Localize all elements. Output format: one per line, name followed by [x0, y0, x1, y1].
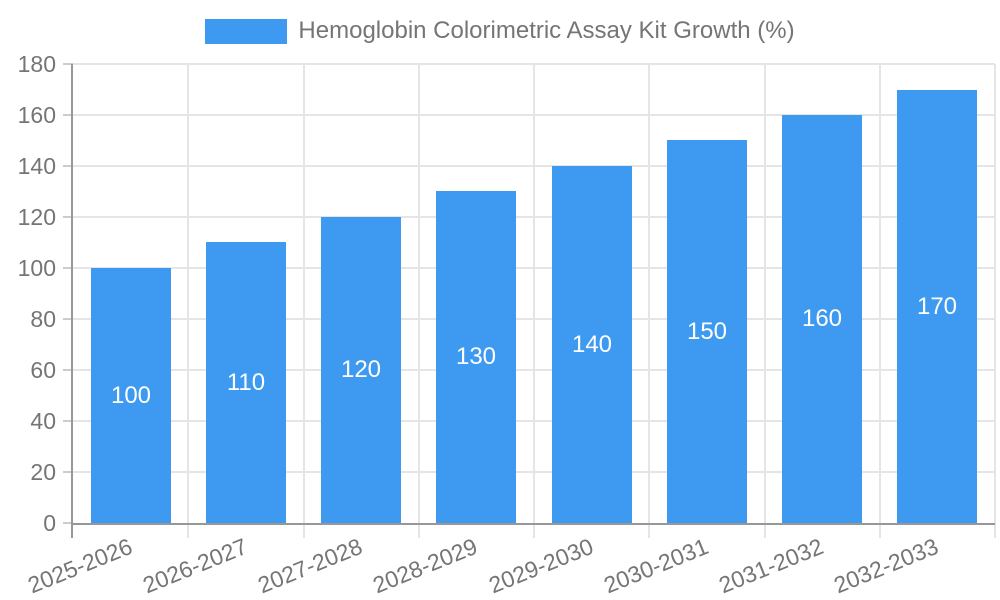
x-gridline [648, 64, 650, 523]
y-axis-tick-label: 60 [30, 357, 56, 383]
x-gridline [533, 64, 535, 523]
y-axis-tick-label: 0 [43, 510, 56, 536]
x-tick [764, 523, 766, 538]
x-tick [533, 523, 535, 538]
x-tick [879, 523, 881, 538]
x-tick [648, 523, 650, 538]
y-tick [63, 114, 73, 116]
x-gridline [994, 64, 996, 523]
x-gridline [879, 64, 881, 523]
x-gridline [764, 64, 766, 523]
x-axis-tick-label-text: 2032-2033 [830, 532, 942, 599]
y-tick [63, 318, 73, 320]
bar [782, 115, 862, 523]
bar-value-label: 120 [340, 356, 382, 383]
bar-value-label: 150 [686, 318, 728, 345]
y-tick [63, 369, 73, 371]
bar-value-label: 110 [226, 369, 266, 396]
y-tick [63, 216, 73, 218]
y-axis-tick-label: 80 [30, 306, 56, 332]
bar-value-label: 160 [801, 305, 843, 332]
bar [91, 268, 171, 523]
y-axis-tick-label: 180 [17, 51, 56, 77]
y-tick [63, 165, 73, 167]
x-gridline [303, 64, 305, 523]
y-tick [63, 420, 73, 422]
bar-value-label: 130 [455, 343, 497, 370]
bar [552, 166, 632, 523]
x-tick [187, 523, 189, 538]
y-axis-tick-label: 140 [17, 153, 56, 179]
x-axis-line [71, 523, 995, 525]
bar [667, 140, 747, 523]
y-axis-tick-label: 160 [17, 102, 56, 128]
y-axis-tick-label: 40 [30, 408, 56, 434]
bar [897, 90, 977, 523]
bar-value-label: 100 [110, 382, 152, 409]
x-gridline [418, 64, 420, 523]
bar-value-label: 140 [571, 331, 613, 358]
y-tick [63, 267, 73, 269]
bar-value-label: 170 [916, 293, 958, 320]
x-tick [418, 523, 420, 538]
legend-label: Hemoglobin Colorimetric Assay Kit Growth… [298, 17, 795, 44]
x-tick [303, 523, 305, 538]
y-tick [63, 63, 73, 65]
y-tick [63, 471, 73, 473]
y-axis-tick-label: 20 [30, 459, 56, 485]
legend[interactable]: Hemoglobin Colorimetric Assay Kit Growth… [0, 16, 1000, 46]
x-tick [994, 523, 996, 538]
bar [206, 242, 286, 523]
bar [436, 191, 516, 523]
legend-swatch [205, 18, 288, 44]
x-axis-tick-label: 2032-2033 [697, 532, 942, 598]
x-gridline [187, 64, 189, 523]
y-axis-tick-label: 100 [17, 255, 56, 281]
y-axis-line [71, 64, 73, 538]
y-axis-tick-label: 120 [17, 204, 56, 230]
y-tick [63, 522, 73, 524]
bar [321, 217, 401, 523]
